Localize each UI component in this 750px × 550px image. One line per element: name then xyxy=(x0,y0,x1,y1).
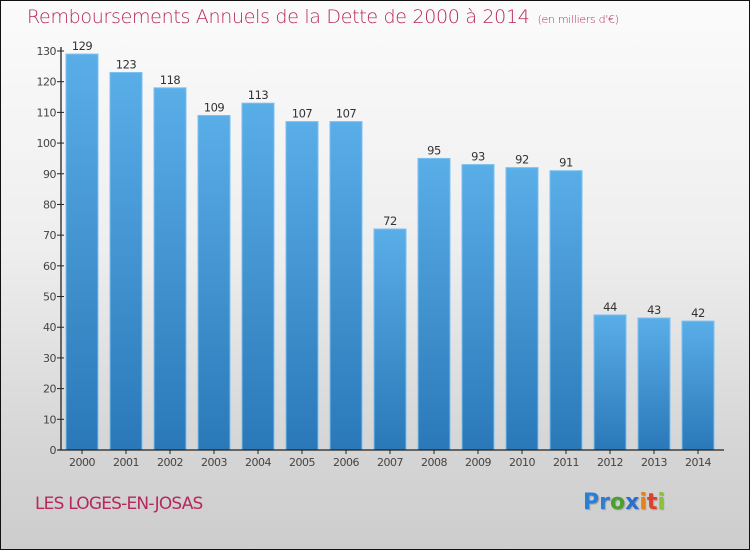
logo-letter-1: r xyxy=(599,490,610,515)
commune-name: LES LOGES-EN-JOSAS xyxy=(35,494,203,514)
logo-letter-2: o xyxy=(609,490,626,515)
bar-2003 xyxy=(197,114,231,451)
x-tick-label-2011: 2011 xyxy=(553,456,579,469)
bar-2012 xyxy=(593,314,627,451)
chart-unit: (en milliers d'€) xyxy=(537,13,619,26)
value-label-2010: 92 xyxy=(515,153,529,167)
x-tick-label-2009: 2009 xyxy=(465,456,491,469)
x-tick-label-2005: 2005 xyxy=(289,456,315,469)
bar-2011 xyxy=(549,170,583,451)
x-tick-label-2000: 2000 xyxy=(69,456,95,469)
chart-title-text: Remboursements Annuels de la Dette de 20… xyxy=(27,6,530,28)
value-label-2005: 107 xyxy=(292,107,313,121)
y-tick-label-110: 110 xyxy=(37,106,57,119)
value-label-2007: 72 xyxy=(383,214,397,228)
y-tick-label-120: 120 xyxy=(37,76,57,89)
logo-letter-4: i xyxy=(639,490,647,515)
value-label-2008: 95 xyxy=(427,143,441,157)
y-tick-label-100: 100 xyxy=(37,137,57,150)
x-tick-label-2014: 2014 xyxy=(685,456,711,469)
x-tick-label-2001: 2001 xyxy=(113,456,139,469)
bar-2004 xyxy=(241,102,275,451)
y-tick-label-80: 80 xyxy=(43,198,56,211)
bar-2006 xyxy=(329,121,363,451)
y-tick-label-10: 10 xyxy=(43,413,56,426)
y-tick-label-20: 20 xyxy=(43,383,56,396)
value-label-2000: 129 xyxy=(72,39,93,53)
logo-letter-5: t xyxy=(646,490,658,515)
bar-2009 xyxy=(461,164,495,451)
bars-group: 129 123 118 109 113 107 107 72 95 93 92 91 44 43 42 xyxy=(65,39,715,451)
y-tick-label-70: 70 xyxy=(43,229,56,242)
value-label-2012: 44 xyxy=(603,300,617,314)
bar-2013 xyxy=(637,317,671,451)
x-axis: 2000 2001 2002 2003 2004 2005 2006 2007 2008 2009… xyxy=(58,449,724,469)
y-tick-label-30: 30 xyxy=(43,352,56,365)
value-label-2002: 118 xyxy=(160,73,181,87)
value-label-2011: 91 xyxy=(559,156,573,170)
x-tick-label-2010: 2010 xyxy=(509,456,535,469)
value-label-2013: 43 xyxy=(647,303,661,317)
y-tick-label-90: 90 xyxy=(43,168,56,181)
bar-2001 xyxy=(109,71,143,451)
bar-2000 xyxy=(65,53,99,451)
logo-letter-6: i xyxy=(657,490,665,515)
x-tick-label-2007: 2007 xyxy=(377,456,403,469)
y-axis: 0 10 20 30 40 50 60 70 80 90 100 110 120 130 xyxy=(37,45,64,457)
value-label-2001: 123 xyxy=(116,57,137,71)
x-tick-label-2002: 2002 xyxy=(157,456,183,469)
x-tick-label-2003: 2003 xyxy=(201,456,227,469)
bar-2010 xyxy=(505,167,539,451)
proxiti-logo[interactable]: Proxiti xyxy=(583,490,665,515)
logo-letter-0: P xyxy=(583,490,600,515)
x-tick-label-2008: 2008 xyxy=(421,456,447,469)
y-tick-label-0: 0 xyxy=(50,444,57,457)
bar-2002 xyxy=(153,87,187,451)
y-tick-label-60: 60 xyxy=(43,260,56,273)
value-label-2004: 113 xyxy=(248,88,269,102)
value-label-2006: 107 xyxy=(336,107,357,121)
chart-title: Remboursements Annuels de la Dette de 20… xyxy=(27,6,619,28)
x-tick-label-2006: 2006 xyxy=(333,456,359,469)
y-tick-label-50: 50 xyxy=(43,291,56,304)
value-label-2014: 42 xyxy=(691,306,705,320)
logo-letter-3: x xyxy=(625,490,640,515)
x-tick-label-2012: 2012 xyxy=(597,456,623,469)
value-label-2009: 93 xyxy=(471,150,485,164)
bar-2005 xyxy=(285,121,319,451)
bar-2007 xyxy=(373,228,407,451)
y-tick-label-40: 40 xyxy=(43,321,56,334)
x-tick-label-2004: 2004 xyxy=(245,456,271,469)
bar-2008 xyxy=(417,157,451,451)
x-tick-label-2013: 2013 xyxy=(641,456,667,469)
bar-2014 xyxy=(681,320,715,451)
value-label-2003: 109 xyxy=(204,100,225,114)
y-tick-label-130: 130 xyxy=(37,45,57,58)
